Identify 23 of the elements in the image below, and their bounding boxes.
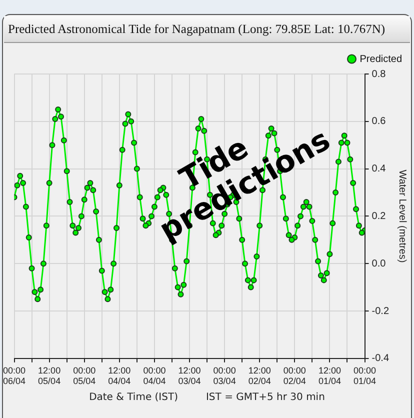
y-tick-label: 0.8 (372, 68, 386, 80)
y-tick-label: 0.6 (372, 116, 386, 128)
y-tick-label: 0.0 (372, 258, 386, 270)
x-tick-label: 00:00 02/04 (283, 365, 306, 386)
y-tick-label: -0.4 (372, 353, 390, 364)
y-tick-label: 0.2 (372, 210, 386, 222)
x-tick-label: 00:00 01/04 (354, 365, 376, 386)
x-tick-label: 00:00 06/04 (2, 365, 26, 386)
x-tick-label: 12:00 05/04 (38, 365, 61, 386)
x-tick-label: 12:00 02/04 (248, 365, 271, 386)
x-axis-title: Date & Time (IST) (89, 392, 178, 403)
x-tick-label: 12:00 01/04 (318, 365, 341, 386)
y-tick-label: -0.2 (372, 306, 390, 317)
x-tick-label: 00:00 04/04 (143, 365, 166, 386)
x-tick-label: 12:00 03/04 (178, 365, 201, 386)
chart-title: Predicted Astronomical Tide for Nagapatnam (Long: 79.85E Lat: 10.767N) (4, 16, 410, 43)
y-axis-title: Water Level (metres) (396, 170, 408, 263)
x-tick-label: 12:00 04/04 (108, 365, 131, 386)
x-tick-label: 00:00 03/04 (213, 365, 236, 386)
y-tick-label: 0.4 (372, 164, 386, 175)
x-tick-label: 00:00 05/04 (73, 365, 96, 386)
legend-label: Predicted (360, 54, 402, 65)
text: IST = GMT+5 hr 30 min (206, 392, 325, 403)
